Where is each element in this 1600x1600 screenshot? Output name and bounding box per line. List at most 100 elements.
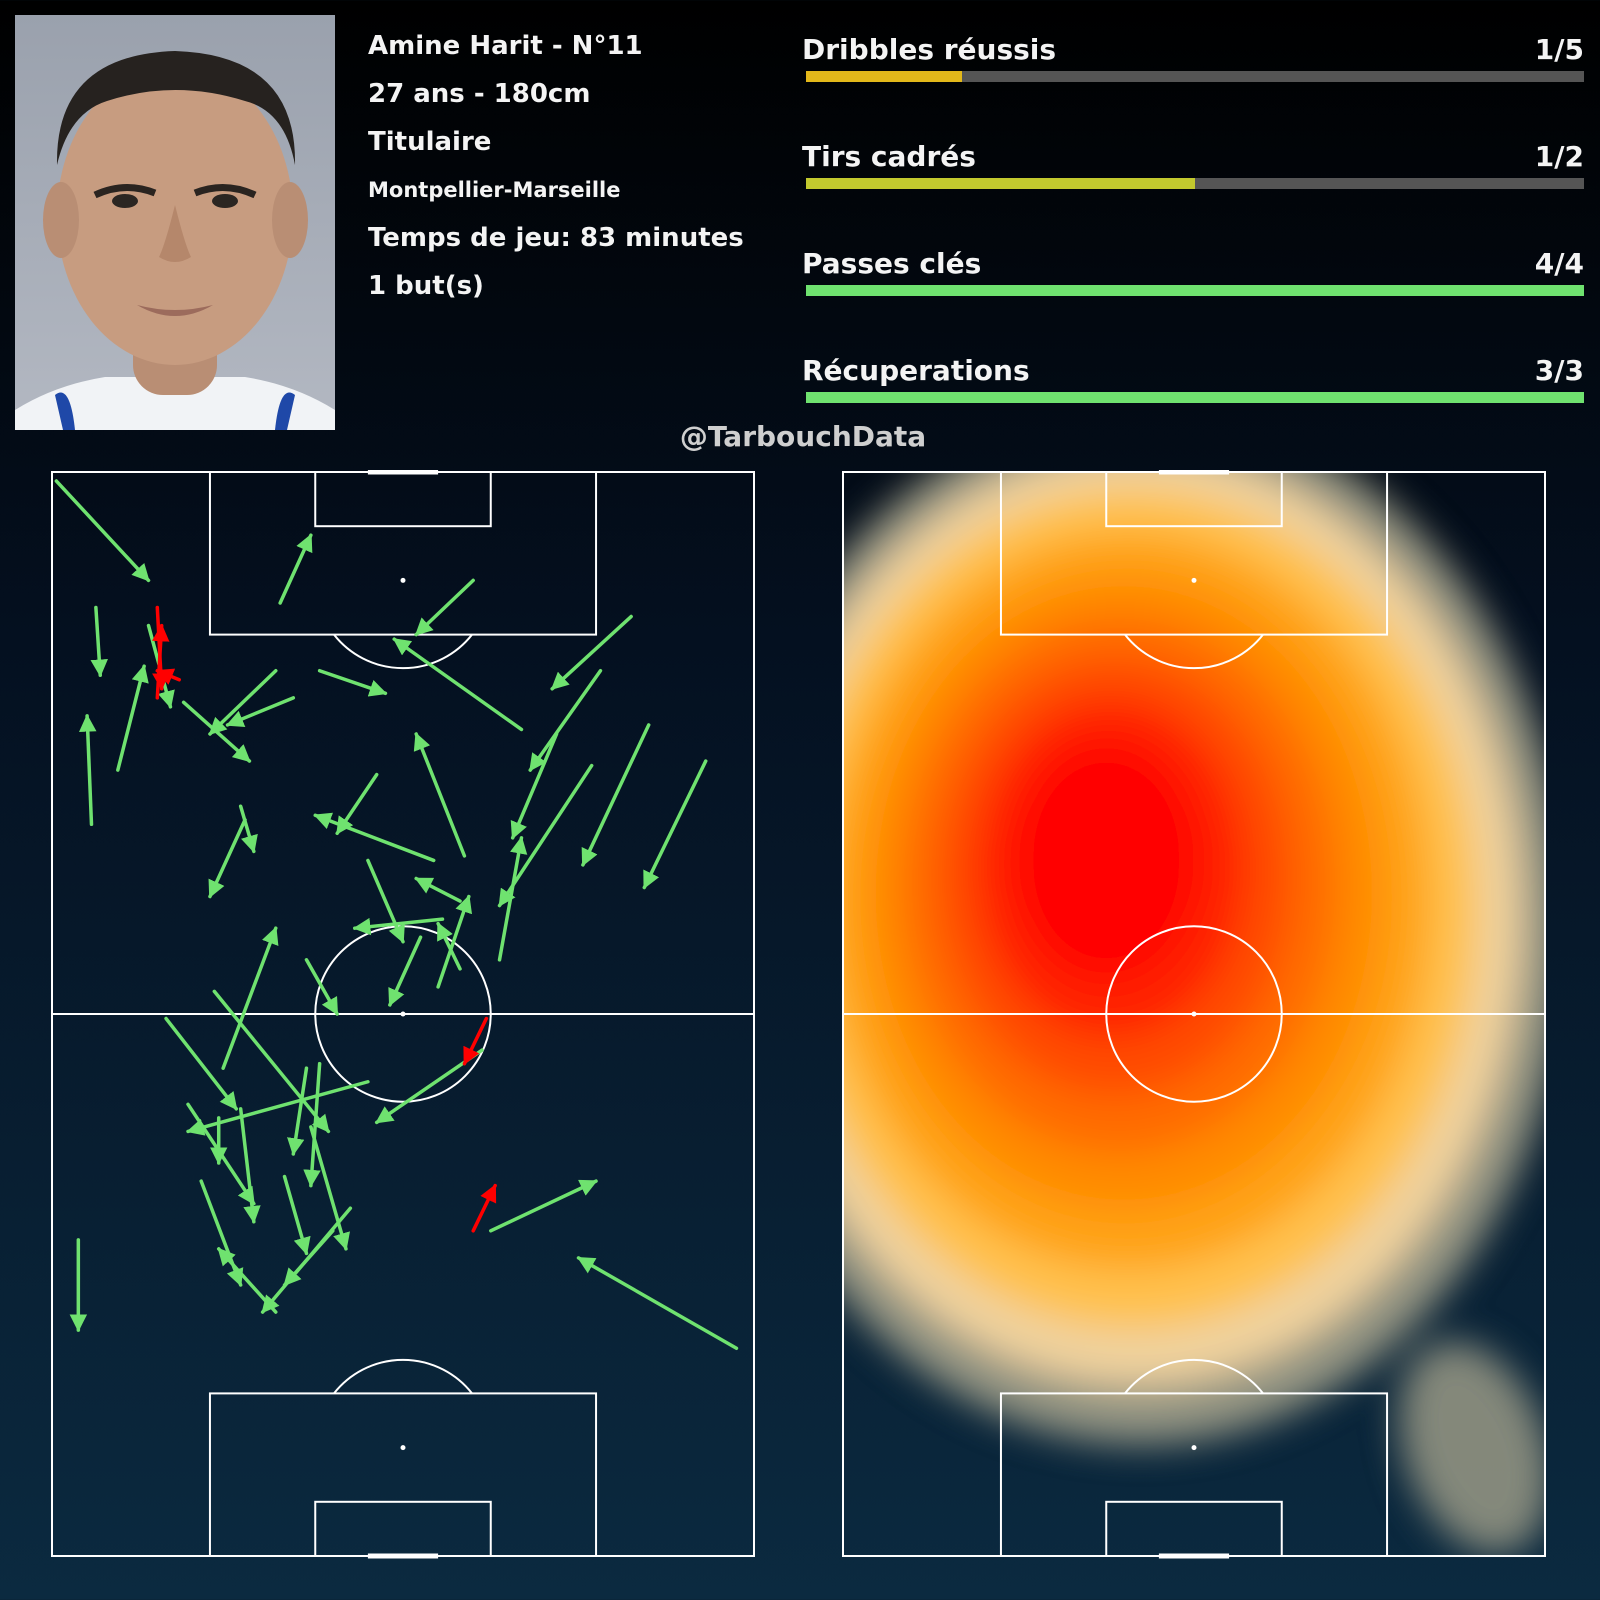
- pass-arrow-success: [309, 1125, 351, 1251]
- pass-arrow-success: [278, 533, 313, 605]
- stat-label: Dribbles réussis: [802, 33, 1057, 66]
- pass-arrow-success: [414, 876, 462, 903]
- player-age-height: 27 ans - 180cm: [368, 79, 591, 109]
- player-info: Amine Harit - N°11 27 ans - 180cm Titula…: [368, 32, 744, 320]
- pass-arrow-success: [581, 723, 651, 867]
- player-status: Titulaire: [368, 127, 492, 157]
- pass-arrow-success: [208, 668, 278, 736]
- player-portrait: [15, 51, 335, 430]
- center-circle: [1105, 925, 1283, 1103]
- pass-arrow-success: [366, 858, 405, 944]
- stat-value: 3/3: [1534, 354, 1584, 387]
- pass-arrow-success: [212, 989, 331, 1134]
- penalty-spot: [1191, 577, 1197, 583]
- penalty-spot: [400, 1445, 406, 1451]
- stat-fill: [806, 71, 962, 82]
- pass-arrow-success: [510, 732, 559, 840]
- pass-arrow-success: [116, 664, 149, 772]
- pass-arrow-success: [186, 1102, 256, 1206]
- penalty-arc: [1124, 633, 1264, 670]
- pitch-lines: [51, 470, 755, 1559]
- pass-arrow-success: [225, 696, 296, 728]
- pass-arrow-fail: [155, 668, 181, 685]
- pass-arrow-success: [303, 1061, 322, 1188]
- pass-arrow-success: [642, 759, 708, 890]
- pass-arrow-success: [54, 479, 151, 583]
- pass-arrow-success: [287, 1066, 309, 1156]
- stat-label: Tirs cadrés: [802, 140, 976, 173]
- stat-fill: [806, 285, 1584, 296]
- pass-arrow-success: [528, 668, 603, 772]
- pass-arrow-success: [238, 1107, 261, 1224]
- pass-arrow-success: [392, 637, 524, 732]
- pass-arrow-success: [335, 772, 379, 836]
- pass-arrow-success: [436, 921, 462, 971]
- pass-arrow-success: [208, 818, 247, 899]
- penalty-spot: [400, 577, 406, 583]
- pitch-lines: [842, 470, 1546, 1559]
- pass-arrow-success: [576, 1256, 739, 1350]
- penalty-box: [208, 1392, 598, 1558]
- pass-arrow-fail: [462, 1016, 489, 1066]
- watermark: @TarbouchData: [679, 420, 927, 453]
- stat-fill: [806, 178, 1195, 189]
- stat-label: Récuperations: [802, 354, 1030, 387]
- penalty-spot: [1191, 1445, 1197, 1451]
- goals-count: 1 but(s): [368, 271, 484, 301]
- playing-time: Temps de jeu: 83 minutes: [368, 223, 744, 253]
- six-yard-box: [1105, 1500, 1283, 1558]
- pass-arrow-success: [282, 1174, 311, 1256]
- pass-arrow-success: [78, 714, 97, 827]
- penalty-arc: [1124, 1358, 1264, 1395]
- stat-value: 4/4: [1534, 247, 1584, 280]
- stat-track: [806, 71, 1584, 82]
- pass-arrow-success: [221, 926, 279, 1070]
- pass-arrow-success: [199, 1179, 244, 1287]
- center-spot: [400, 1011, 406, 1017]
- pass-arrow-success: [164, 1016, 239, 1111]
- heatmap-density: [843, 472, 1545, 1554]
- pass-arrow-success: [304, 958, 339, 1016]
- heatmap-pitch: [842, 470, 1546, 1559]
- six-yard-box: [314, 1500, 492, 1558]
- match-name: Montpellier-Marseille: [368, 178, 621, 202]
- pass-arrow-success: [414, 578, 475, 637]
- pass-map-pitch: [51, 470, 755, 1559]
- heat-band: [1012, 740, 1200, 981]
- pass-arrow-success: [388, 935, 423, 1007]
- penalty-arc: [333, 633, 473, 670]
- pass-arrow-success: [181, 700, 252, 763]
- stat-bars: Dribbles réussis 1/5 Tirs cadrés 1/2 Pas…: [802, 30, 1584, 458]
- stat-fill: [806, 392, 1584, 403]
- pass-arrow-success: [489, 1179, 598, 1233]
- player-name: Amine Harit - N°11: [368, 31, 643, 61]
- stat-recoveries: Récuperations 3/3: [802, 351, 1584, 458]
- pass-arrow-success: [313, 812, 436, 863]
- pass-arrow-success: [90, 605, 108, 677]
- stat-shots: Tirs cadrés 1/2: [802, 137, 1584, 244]
- penalty-arc: [333, 1358, 473, 1395]
- center-spot: [1191, 1011, 1197, 1017]
- stat-dribbles: Dribbles réussis 1/5: [802, 30, 1584, 137]
- pass-arrow-fail: [151, 623, 170, 700]
- penalty-box: [208, 471, 598, 636]
- stat-track: [806, 285, 1584, 296]
- pass-arrow-success: [352, 917, 445, 936]
- heat-band: [1399, 1341, 1545, 1554]
- player-photo: [15, 15, 335, 430]
- stat-value: 1/5: [1534, 33, 1584, 66]
- pass-arrow-success: [216, 1247, 278, 1314]
- stat-key-passes: Passes clés 4/4: [802, 244, 1584, 351]
- pass-arrow-success: [550, 614, 633, 691]
- pass-arrow-success: [497, 836, 528, 962]
- pass-arrow-success: [317, 668, 388, 697]
- pass-arrows: [54, 479, 739, 1350]
- pass-arrow-success: [186, 1080, 370, 1136]
- pass-arrow-fail: [471, 1183, 497, 1233]
- pass-arrow-success: [436, 894, 473, 989]
- pass-arrow-success: [413, 732, 467, 858]
- stat-track: [806, 178, 1584, 189]
- stat-label: Passes clés: [802, 247, 982, 280]
- pass-arrow-success: [282, 1229, 335, 1287]
- six-yard-box: [314, 471, 492, 528]
